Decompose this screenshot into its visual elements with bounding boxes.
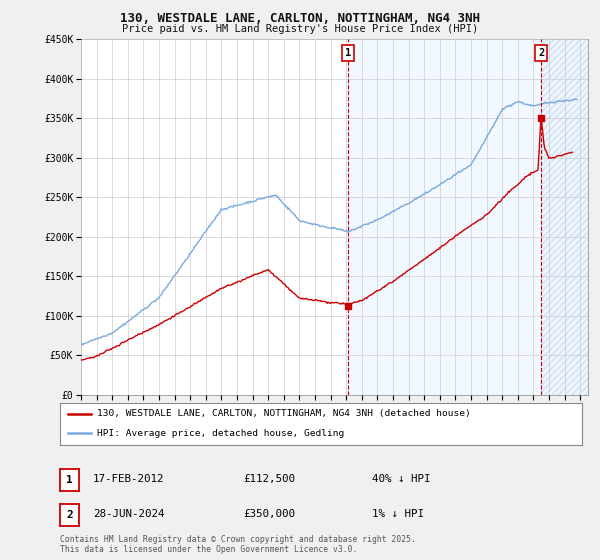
- Text: 1: 1: [66, 475, 73, 485]
- Text: 40% ↓ HPI: 40% ↓ HPI: [372, 474, 431, 484]
- Bar: [541, 39, 588, 395]
- Text: 17-FEB-2012: 17-FEB-2012: [93, 474, 164, 484]
- Text: 28-JUN-2024: 28-JUN-2024: [93, 509, 164, 519]
- Text: Contains HM Land Registry data © Crown copyright and database right 2025.
This d: Contains HM Land Registry data © Crown c…: [60, 535, 416, 554]
- Text: 2: 2: [66, 510, 73, 520]
- Text: 130, WESTDALE LANE, CARLTON, NOTTINGHAM, NG4 3NH: 130, WESTDALE LANE, CARLTON, NOTTINGHAM,…: [120, 12, 480, 25]
- Text: 1% ↓ HPI: 1% ↓ HPI: [372, 509, 424, 519]
- Text: £112,500: £112,500: [243, 474, 295, 484]
- Text: £350,000: £350,000: [243, 509, 295, 519]
- Text: 130, WESTDALE LANE, CARLTON, NOTTINGHAM, NG4 3NH (detached house): 130, WESTDALE LANE, CARLTON, NOTTINGHAM,…: [97, 409, 470, 418]
- Text: 1: 1: [345, 48, 352, 58]
- Text: Price paid vs. HM Land Registry's House Price Index (HPI): Price paid vs. HM Land Registry's House …: [122, 24, 478, 34]
- Text: 2: 2: [538, 48, 544, 58]
- Text: HPI: Average price, detached house, Gedling: HPI: Average price, detached house, Gedl…: [97, 429, 344, 438]
